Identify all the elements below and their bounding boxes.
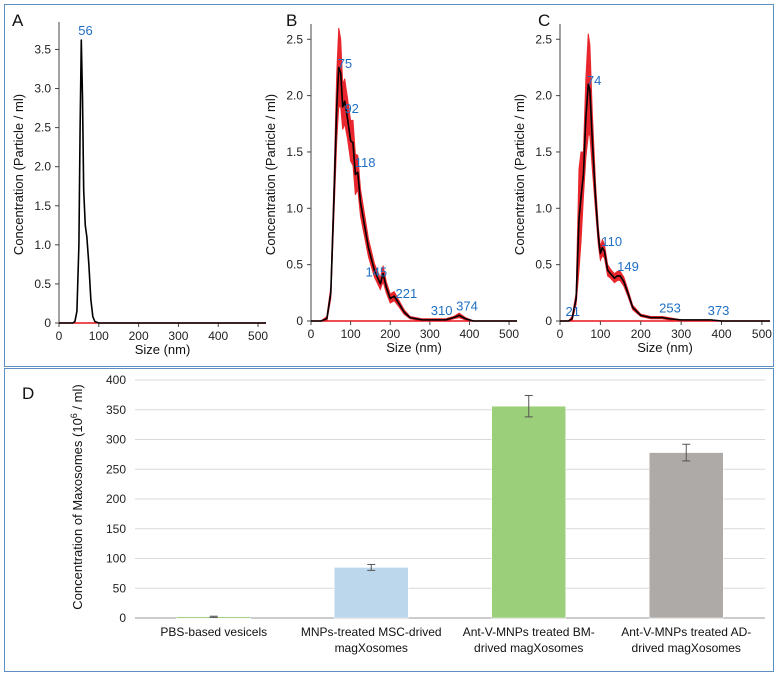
x-tick-label: 200 [380,327,400,341]
peak-label: 110 [601,234,622,249]
peak-label: 149 [617,259,639,274]
y-tick-label: 2.0 [286,89,303,103]
y-tick-label: 0 [296,314,303,328]
series-line [311,66,517,322]
y-axis-label-d: Concentration of Maxosomes (106 / ml) [69,384,85,609]
y-tick-label: 1.5 [535,145,552,159]
y-tick-label: 150 [106,522,126,536]
category-label: drived magXosomes [474,641,583,655]
peak-label: 373 [708,303,730,318]
category-label: MNPs-treated MSC-drived [301,625,442,639]
error-band [311,27,517,322]
y-tick-label: 50 [113,581,127,595]
x-tick-label: 0 [308,327,315,341]
x-tick-label: 300 [168,329,188,343]
y-tick-label: 2.5 [535,32,552,46]
bar [649,452,724,619]
peak-label: 118 [355,155,376,170]
x-tick-label: 200 [129,329,149,343]
top-panel-frame [4,4,774,367]
bar [491,405,566,619]
y-tick-label: 2.0 [34,160,51,174]
x-tick-label: 100 [89,329,109,343]
y-tick-label: 1.5 [34,199,51,213]
y-tick-label: 100 [106,552,126,566]
y-tick-label: 0.5 [286,258,303,272]
peak-label: 145 [365,265,387,280]
y-tick-label: 1.0 [34,238,51,252]
category-label: Ant-V-MNPs treated AD- [621,625,751,639]
peak-label: 75 [338,56,352,71]
peak-label: 92 [344,101,358,116]
peak-label: 56 [78,23,92,38]
y-tick-label: 3.0 [34,82,51,96]
y-tick-label: 0 [545,314,552,328]
peak-label: 310 [431,303,453,318]
y-tick-label: 1.0 [535,201,552,215]
panel-letter-c: C [538,11,550,30]
y-axis-label: Concentration (Particle / ml) [512,94,527,255]
bar [334,567,409,619]
y-tick-label: 2.0 [535,89,552,103]
peak-label: 21 [565,304,579,319]
x-tick-label: 300 [671,327,691,341]
x-tick-label: 400 [712,327,732,341]
y-tick-label: 2.5 [286,32,303,46]
y-axis-label: Concentration (Particle / ml) [11,94,26,255]
category-label: PBS-based vesicels [160,625,267,639]
bottom-panel-frame [4,368,774,672]
panel-letter-b: B [286,11,297,30]
y-tick-label: 1.5 [286,145,303,159]
x-tick-label: 500 [752,327,772,341]
x-tick-label: 200 [631,327,651,341]
y-tick-label: 250 [106,462,126,476]
y-tick-label: 3.5 [34,42,51,56]
x-tick-label: 500 [248,329,268,343]
panel-letter-d: D [22,384,34,403]
x-tick-label: 500 [499,327,519,341]
peak-label: 253 [659,301,681,316]
y-tick-label: 0.5 [535,258,552,272]
y-tick-label: 0 [44,316,51,330]
x-tick-label: 100 [341,327,361,341]
x-axis-label: Size (nm) [135,342,191,357]
y-tick-label: 350 [106,403,126,417]
series-line [560,83,770,322]
x-tick-label: 400 [459,327,479,341]
peak-label: 221 [396,286,418,301]
x-tick-label: 400 [208,329,228,343]
y-tick-label: 400 [106,373,126,387]
x-tick-label: 100 [590,327,610,341]
x-tick-label: 0 [56,329,63,343]
peak-label: 74 [587,73,601,88]
series-line [59,39,266,324]
category-label: Ant-V-MNPs treated BM- [463,625,595,639]
y-tick-label: 0 [119,611,126,625]
x-axis-label: Size (nm) [386,340,442,355]
peak-label: 374 [456,298,478,313]
x-axis-label: Size (nm) [637,340,693,355]
y-tick-label: 200 [106,492,126,506]
x-tick-label: 300 [420,327,440,341]
category-label: drived magXosomes [632,641,741,655]
category-label: magXosomes [335,641,408,655]
y-tick-label: 2.5 [34,121,51,135]
y-tick-label: 300 [106,433,126,447]
y-axis-label: Concentration (Particle / ml) [263,94,278,255]
y-tick-label: 1.0 [286,201,303,215]
panel-letter-a: A [12,11,24,30]
y-tick-label: 0.5 [34,277,51,291]
x-tick-label: 0 [557,327,564,341]
